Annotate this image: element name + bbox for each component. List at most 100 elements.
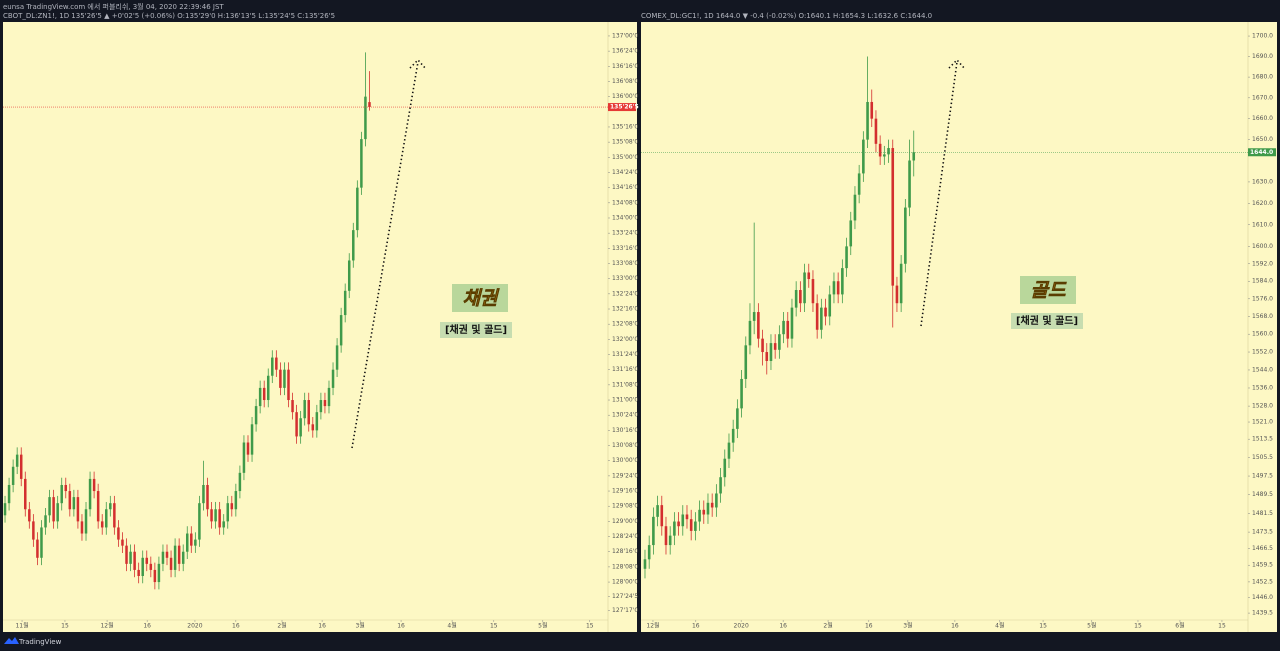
y-tick-label: 129'00'0 (612, 518, 638, 525)
y-tick-label: 1552.0 (1252, 349, 1273, 356)
y-tick-label: 135'16'0 (612, 123, 638, 130)
candle-body (60, 484, 63, 504)
y-tick-label: 130'16'0 (612, 427, 638, 434)
candle-body (698, 509, 701, 522)
candle-body (710, 502, 714, 508)
y-tick-label: 136'16'0 (612, 63, 638, 70)
y-tick-label: 130'24'0 (612, 412, 638, 419)
candle-body (307, 400, 310, 425)
y-tick-label: 1560.0 (1252, 331, 1273, 338)
x-tick-label: 3월 (903, 622, 912, 630)
y-tick-label: 132'24'0 (612, 290, 638, 297)
y-tick-label: 128'08'0 (612, 563, 638, 570)
x-tick-label: 15 (1134, 623, 1142, 630)
candle-body (7, 484, 11, 504)
y-tick-label: 1489.5 (1252, 491, 1273, 498)
candle-body (664, 526, 668, 546)
x-tick-label: 16 (779, 623, 787, 630)
candle-body (715, 493, 718, 508)
candle-body (210, 509, 213, 522)
x-tick-label: 15 (61, 623, 69, 630)
y-tick-label: 1459.5 (1252, 562, 1273, 569)
candle-body (96, 491, 100, 522)
y-tick-label: 128'00'0 (612, 579, 638, 586)
y-tick-label: 134'24'0 (612, 169, 638, 176)
candle-body (815, 303, 819, 330)
y-tick-label: 135'00'0 (612, 154, 638, 161)
candle-body (19, 454, 23, 479)
candle-body (72, 497, 76, 510)
x-tick-label: 16 (232, 623, 240, 630)
y-tick-label: 1584.0 (1252, 278, 1273, 285)
candle-body (899, 263, 903, 304)
candle-body (262, 387, 266, 401)
candle-body (48, 497, 51, 516)
y-tick-label: 135'08'0 (612, 139, 638, 146)
y-tick-label: 1544.0 (1252, 366, 1273, 373)
y-tick-label: 1600.0 (1252, 243, 1273, 250)
y-tick-label: 134'00'0 (612, 214, 638, 221)
candle-body (790, 307, 794, 339)
x-tick-label: 2월 (277, 622, 286, 630)
x-tick-label: 5월 (538, 622, 547, 630)
x-tick-label: 11월 (15, 622, 28, 630)
candle-body (331, 369, 335, 388)
x-tick-label: 16 (318, 623, 326, 630)
y-tick-label: 1690.0 (1252, 53, 1273, 60)
y-tick-label: 1505.5 (1252, 454, 1273, 461)
candle-body (133, 551, 136, 570)
y-tick-label: 1650.0 (1252, 136, 1273, 143)
candle-body (752, 312, 756, 321)
left-panel (3, 22, 637, 632)
y-tick-label: 132'16'0 (612, 306, 638, 313)
candle-body (778, 334, 781, 350)
candle-body (15, 454, 19, 467)
x-tick-label: 6월 (1175, 622, 1184, 630)
y-tick-label: 127'17'0 (612, 607, 638, 614)
y-tick-label: 1473.5 (1252, 529, 1273, 536)
candle-body (828, 294, 832, 317)
y-tick-label: 131'16'0 (612, 366, 638, 373)
last-price-tag (608, 103, 636, 112)
candle-body (694, 521, 697, 531)
candle-body (165, 551, 169, 558)
y-tick-label: 133'24'0 (612, 230, 638, 237)
candle-body (185, 533, 189, 552)
y-tick-label: 131'08'0 (612, 381, 638, 388)
candle-body (887, 148, 890, 155)
candle-body (92, 478, 96, 492)
y-tick-label: 1452.5 (1252, 578, 1273, 585)
candle-body (3, 503, 7, 516)
candle-body (862, 139, 865, 174)
candle-body (719, 477, 722, 494)
y-tick-label: 129'16'0 (612, 488, 638, 495)
y-tick-label: 1439.5 (1252, 610, 1273, 617)
candle-body (238, 472, 242, 492)
candle-body (218, 509, 221, 528)
y-tick-label: 129'08'0 (612, 503, 638, 510)
y-tick-label: 133'16'0 (612, 245, 638, 252)
annotation-title: 골드 (1031, 280, 1067, 302)
candle-body (177, 545, 181, 564)
candle-body (149, 563, 153, 570)
candle-body (874, 118, 878, 144)
x-tick-label: 12월 (100, 622, 113, 630)
candle-body (295, 412, 298, 437)
candle-body (206, 484, 209, 510)
candle-body (339, 315, 343, 346)
y-tick-label: 1446.0 (1252, 594, 1273, 601)
candle-body (56, 503, 59, 522)
candle-body (109, 503, 112, 510)
candle-body (761, 338, 764, 353)
candle-body (647, 545, 651, 560)
publish-note: eunsa TradingView.com 에서 퍼블리쉬, 3월 04, 20… (3, 2, 224, 11)
candle-body (836, 281, 840, 295)
candle-body (356, 187, 359, 231)
x-tick-label: 3월 (355, 622, 364, 630)
candle-body (723, 458, 727, 478)
candle-body (849, 220, 853, 247)
candle-body (145, 557, 149, 564)
candle-body (689, 519, 693, 531)
y-tick-label: 1630.0 (1252, 178, 1273, 185)
x-tick-label: 5월 (1087, 622, 1096, 630)
